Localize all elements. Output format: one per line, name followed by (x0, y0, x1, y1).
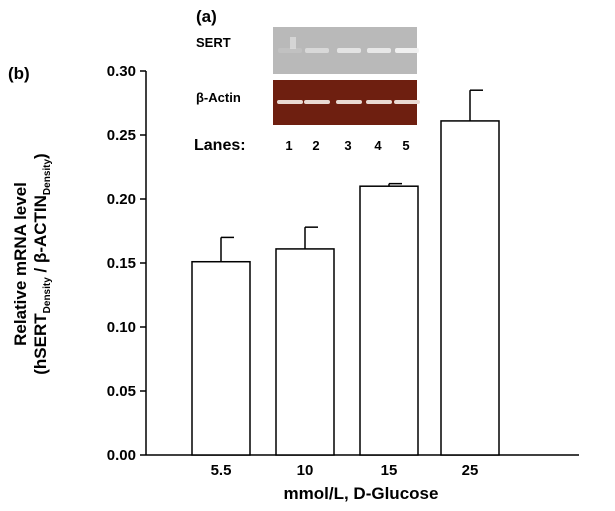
x-axis-title: mmol/L, D-Glucose (284, 484, 439, 503)
gel-inset: SERT β-Actin Lanes: 1 2 3 4 5 (194, 27, 420, 154)
x-tick-label: 15 (381, 462, 398, 479)
y-axis-title-line2: (hSERTDensity / β-ACTINDensity) (31, 153, 53, 374)
sert-band (278, 48, 302, 53)
lane-number: 1 (285, 138, 292, 153)
x-tick-label: 5.5 (211, 462, 232, 479)
x-tick-label: 25 (462, 462, 479, 479)
bar-5-5 (191, 260, 251, 456)
y-axis-title: Relative mRNA level (hSERTDensity / β-AC… (11, 153, 53, 374)
actin-band (304, 100, 330, 104)
panel-label-b: (b) (8, 64, 30, 83)
lane-number: 4 (374, 138, 382, 153)
sert-band (305, 48, 329, 53)
y-ticks: 0.00 0.05 0.10 0.15 0.20 0.25 0.30 (107, 63, 146, 464)
y-tick-label: 0.30 (107, 63, 136, 80)
lane-number: 2 (312, 138, 319, 153)
y-tick-label: 0.20 (107, 191, 136, 208)
bar-15 (359, 185, 419, 456)
sert-band (337, 48, 361, 53)
gel-row-label-sert: SERT (196, 35, 231, 50)
sert-band (395, 48, 419, 53)
y-tick-label: 0.10 (107, 319, 136, 336)
bars (191, 89, 500, 456)
y-tick-label: 0.25 (107, 127, 136, 144)
actin-bands (277, 100, 420, 104)
panel-label-a: (a) (196, 7, 217, 26)
actin-band (277, 100, 303, 104)
y-tick-label: 0.00 (107, 447, 136, 464)
lanes-label: Lanes: (194, 137, 246, 154)
bar-25 (440, 120, 500, 456)
lane-number: 5 (402, 138, 409, 153)
lane-numbers: 1 2 3 4 5 (285, 138, 409, 153)
y-tick-label: 0.05 (107, 383, 136, 400)
x-tick-label: 10 (297, 462, 314, 479)
y-tick-label: 0.15 (107, 255, 136, 272)
sert-band (367, 48, 391, 53)
actin-band (336, 100, 362, 104)
gel-row-label-actin: β-Actin (196, 90, 241, 105)
bar-10 (275, 248, 335, 456)
actin-band (366, 100, 392, 104)
lane-number: 3 (344, 138, 351, 153)
y-axis-title-line1: Relative mRNA level (11, 182, 30, 346)
x-ticks: 5.5 10 15 25 (211, 462, 479, 479)
sert-smear (290, 37, 296, 49)
actin-band (394, 100, 420, 104)
sert-bands (278, 37, 419, 53)
